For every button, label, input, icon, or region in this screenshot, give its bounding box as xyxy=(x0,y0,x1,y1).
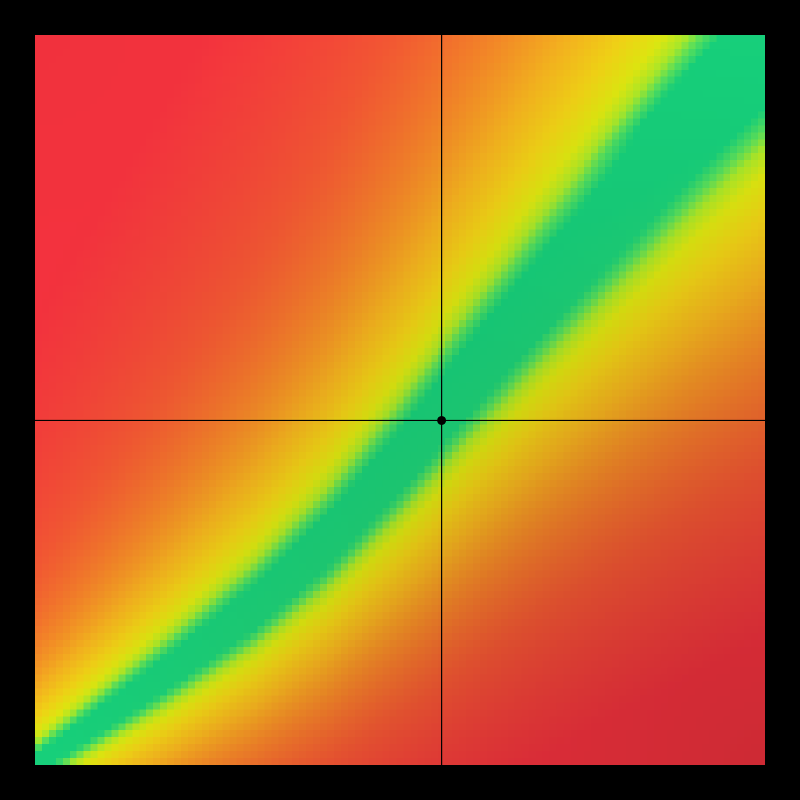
attribution-text: TheBottleneck.com xyxy=(602,6,786,29)
bottleneck-heatmap xyxy=(35,35,765,765)
chart-container: TheBottleneck.com xyxy=(0,0,800,800)
